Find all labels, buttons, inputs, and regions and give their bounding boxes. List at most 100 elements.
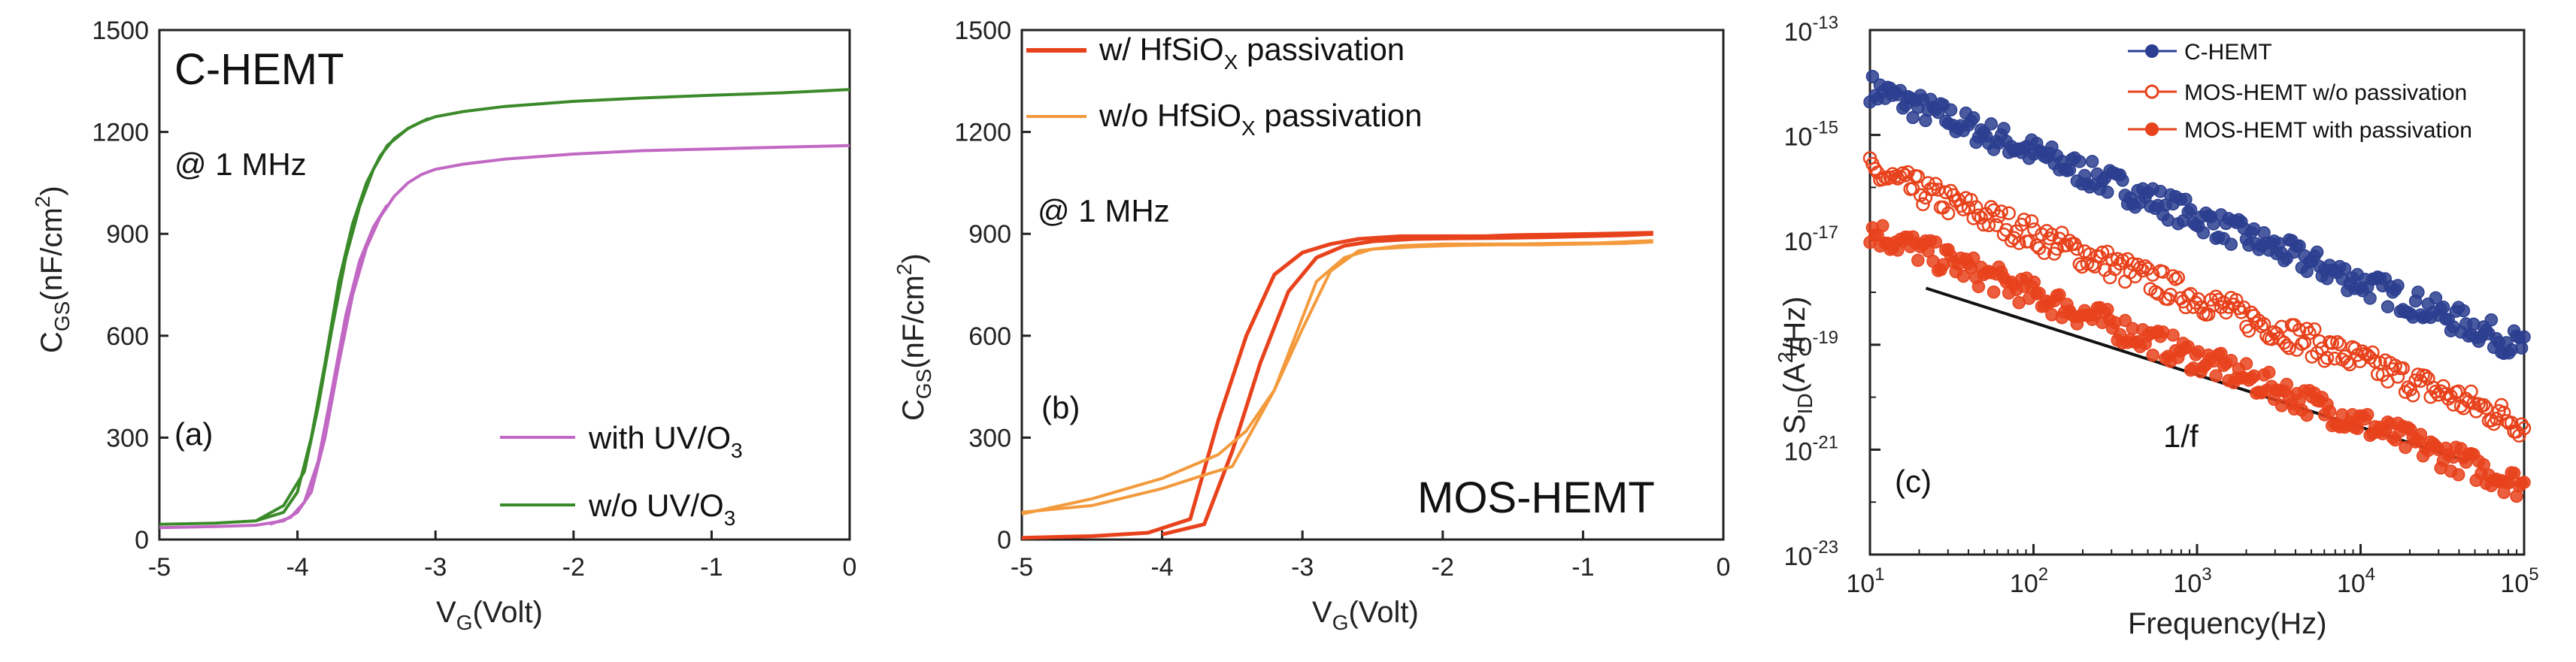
pb-y-tick-label: 600 (968, 322, 1011, 351)
pc-series-1 (1862, 151, 2532, 443)
pb-x-tick-label: -3 (1291, 553, 1314, 582)
pc-data-point (2517, 421, 2532, 436)
pc-data-point (2196, 226, 2211, 240)
pc-data-point (2118, 313, 2132, 328)
pc-x-tick-label: 105 (2500, 564, 2538, 598)
panel-c-noise-chart: 101 102 103 104 10510-2310-2110-1910-1710-15… (1774, 13, 2539, 640)
pc-data-point (2179, 192, 2193, 207)
pb-y-tick-label: 1500 (954, 17, 1011, 45)
pa-x-tick-label: -5 (148, 553, 171, 582)
panel-a-y-axis-label: CGS(nF/cm2) (31, 186, 74, 353)
pc-data-point (1966, 110, 1980, 125)
pc-data-point (2517, 476, 2531, 489)
pc-data-point (1941, 206, 1956, 221)
pc-data-point (2209, 369, 2223, 382)
pc-data-point (2494, 398, 2509, 413)
pc-data-point (2138, 259, 2153, 274)
pc-data-point (2229, 292, 2244, 307)
pc-data-point (2363, 292, 2377, 305)
pc-data-point (2011, 236, 2026, 250)
pc-data-point (1883, 170, 1898, 185)
pc-data-point (2411, 286, 2425, 299)
pb-x-tick-label: -5 (1011, 553, 1033, 582)
pc-data-point (2032, 286, 2046, 300)
pa-x-tick-label: -4 (286, 553, 308, 582)
panel-a-legend: with UV/O3 w/o UV/O3 (500, 420, 743, 530)
pc-y-tick-label: 10-21 (1784, 432, 1838, 466)
pc-data-point (1956, 269, 1971, 283)
pc-data-point (2262, 365, 2276, 379)
pa-series-line-0 (159, 144, 850, 530)
pc-x-tick-label: 102 (2010, 564, 2048, 598)
pc-data-point (2029, 238, 2044, 252)
pc-data-point (2062, 163, 2077, 177)
pa-y-tick-label: 1200 (92, 119, 149, 147)
legend-marker-c-hemt (2145, 44, 2159, 58)
pc-data-point (2365, 345, 2380, 360)
pb-series-line-1 (1162, 231, 1653, 537)
panel-c-y-axis-label: SID(A2/Hz) (1774, 296, 1817, 434)
pa-series-line-1 (269, 204, 389, 526)
pc-data-point (2224, 354, 2238, 367)
pa-y-tick-label: 300 (106, 424, 149, 452)
pa-x-tick-label: -2 (562, 553, 585, 582)
pc-data-point (1916, 197, 1930, 212)
panel-b-legend: w/ HfSiOX passivation w/o HfSiOX passiva… (1026, 32, 1423, 140)
panel-b-x-axis-label: VG(Volt) (1312, 596, 1419, 634)
pc-data-point (1911, 253, 1925, 268)
panel-c-slope-annotation: 1/f (2163, 419, 2199, 454)
pc-data-point (2073, 155, 2087, 168)
legend-label-without-uv: w/o UV/O3 (588, 488, 735, 530)
pc-data-point (2317, 354, 2332, 368)
pc-data-point (2360, 408, 2374, 422)
pc-data-point (1984, 117, 1998, 131)
pc-data-point (2241, 323, 2256, 338)
pb-x-tick-label: 0 (1717, 553, 1731, 582)
pc-x-tick-label: 104 (2337, 564, 2375, 598)
legend-label-with-uv: with UV/O3 (588, 420, 743, 462)
pc-data-point (2332, 337, 2347, 352)
pc-y-tick-label: 10-15 (1784, 118, 1838, 152)
pc-data-point (2456, 304, 2471, 318)
pc-data-point (2300, 408, 2314, 422)
pa-y-tick-label: 900 (106, 220, 149, 249)
pc-data-point (2507, 466, 2521, 480)
pc-y-tick-label: 10-17 (1784, 222, 1838, 256)
pc-data-point (2080, 256, 2095, 271)
pc-data-point (2280, 377, 2293, 391)
pc-data-point (2070, 241, 2084, 256)
pa-x-tick-label: 0 (843, 553, 857, 582)
panel-b-plot-frame (1020, 29, 1725, 541)
pc-data-point (2414, 428, 2428, 441)
pc-data-point (1944, 103, 1958, 117)
panel-a-title: C-HEMT (174, 45, 344, 94)
panel-b-y-axis-label: CGS(nF/cm2) (893, 253, 935, 421)
pc-data-point (1981, 218, 1996, 233)
pc-data-point (2451, 468, 2465, 482)
pc-data-point (2055, 225, 2069, 240)
pc-data-point (2282, 341, 2296, 355)
pc-data-point (2307, 322, 2322, 337)
pc-data-point (2042, 231, 2056, 246)
pc-data-point (2148, 285, 2162, 299)
pc-data-point (2207, 217, 2220, 231)
pc-data-point (2338, 261, 2352, 276)
pc-data-point (2436, 301, 2450, 314)
pc-data-point (1994, 204, 2008, 219)
pc-data-point (2024, 214, 2039, 228)
panel-a-plot-frame (158, 29, 851, 541)
pc-data-point (1888, 169, 1902, 184)
legend-label-mos-hemt-with: MOS-HEMT with passivation (2184, 118, 2472, 143)
panel-c-label: (c) (1895, 464, 1932, 499)
pc-data-point (2101, 186, 2114, 199)
panel-a-label: (a) (174, 416, 213, 452)
pc-data-point (2105, 252, 2120, 268)
pc-data-point (1896, 166, 1910, 180)
pc-data-point (2002, 206, 2016, 220)
pc-data-point (2484, 313, 2499, 327)
pc-data-point (1868, 162, 1882, 177)
pc-data-point (2325, 336, 2339, 350)
pc-data-point (2022, 234, 2036, 249)
panel-a-x-axis-label: VG(Volt) (436, 596, 543, 634)
